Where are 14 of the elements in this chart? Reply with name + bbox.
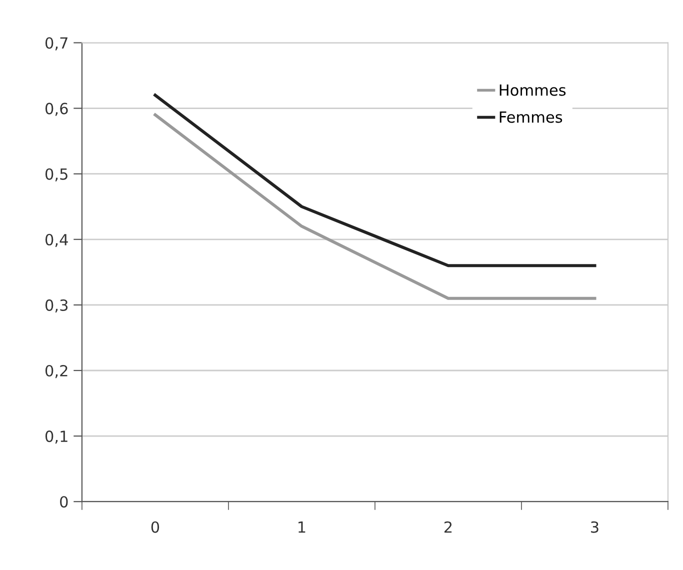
y-tick-label: 0,6: [45, 102, 68, 116]
y-tick-label: 0,2: [45, 364, 68, 378]
y-tick-label: 0,4: [45, 234, 68, 247]
x-tick-label: 2: [444, 521, 452, 533]
x-tick-label: 0: [151, 521, 160, 533]
x-tick-label: 1: [298, 522, 306, 533]
y-tick-label: 0: [60, 496, 68, 508]
y-tick-label: 0,5: [45, 168, 68, 182]
legend-label: Femmes: [500, 112, 562, 123]
x-tick-label: 3: [591, 521, 598, 533]
y-tick-label: 0,3: [45, 299, 68, 313]
legend-label: Hommes: [500, 84, 566, 96]
y-tick-label: 0,1: [45, 430, 68, 444]
y-tick-label: 0,7: [45, 37, 68, 50]
